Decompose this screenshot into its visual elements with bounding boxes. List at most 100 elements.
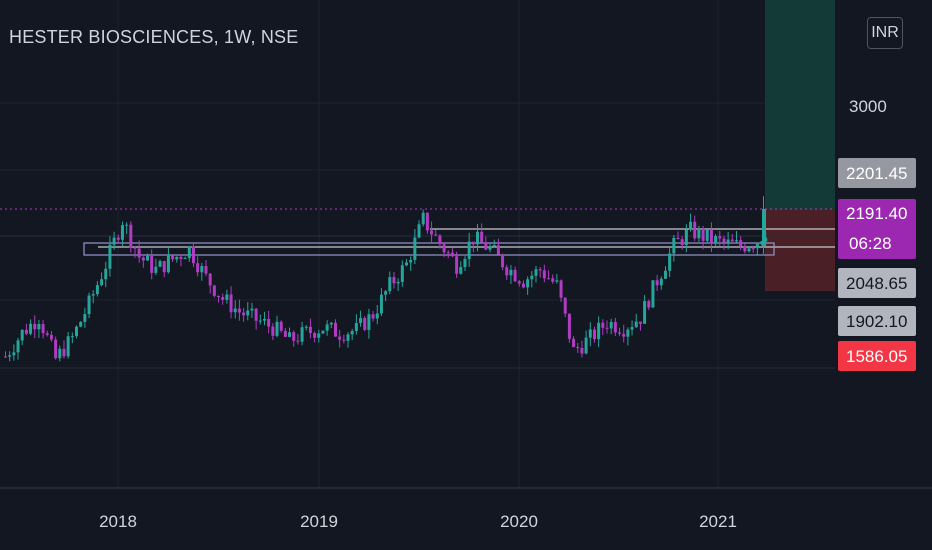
x-tick-label: 2021 (699, 512, 737, 531)
candle-body (225, 294, 229, 300)
level-price-label: 2048.65 (846, 274, 907, 293)
candle-body (471, 241, 475, 245)
candle-body (37, 324, 41, 330)
candle-body (576, 347, 580, 349)
target-price-label: 2201.45 (846, 164, 907, 183)
candle-body (83, 314, 87, 322)
candle-body (734, 240, 738, 242)
candle-body (100, 279, 104, 286)
candle-body (584, 337, 588, 354)
currency-button[interactable]: INR (867, 17, 903, 49)
candle-body (217, 295, 221, 298)
candle-body (146, 255, 150, 261)
candle-body (726, 239, 730, 243)
candle-body (338, 336, 342, 340)
candle-body (204, 266, 208, 274)
candle-body (104, 268, 108, 280)
candle-body (33, 323, 37, 330)
candle-body (676, 237, 680, 240)
candle-body (45, 333, 49, 335)
candle-body (200, 266, 204, 273)
candle-body (91, 294, 95, 296)
candle-body (254, 308, 258, 321)
candle-body (722, 238, 726, 243)
candle-body (41, 324, 45, 334)
candle-body (279, 321, 283, 331)
candle-body (643, 301, 647, 324)
candle-body (175, 256, 179, 260)
candle-body (87, 295, 91, 315)
candle-body (4, 356, 7, 358)
candle-body (8, 355, 12, 357)
candle-body (258, 320, 262, 322)
candle-body (62, 348, 66, 357)
candle-body (417, 224, 421, 238)
candle-body (384, 291, 388, 295)
candle-body (158, 261, 162, 267)
stop-loss-price-label: 1586.05 (846, 347, 907, 366)
grid-lines (0, 0, 835, 488)
candle-body (526, 279, 530, 288)
candle-body (321, 330, 325, 334)
candle-body (162, 261, 166, 273)
candle-body (755, 243, 759, 249)
candle-body (49, 334, 53, 340)
candle-body (112, 237, 116, 245)
candle-body (622, 333, 626, 337)
risk-zone[interactable] (765, 209, 835, 291)
candle-body (513, 269, 517, 282)
candle-body (463, 258, 467, 268)
candle-body (191, 246, 195, 264)
candle-body (559, 280, 563, 298)
candle-body (313, 333, 317, 338)
candle-body (467, 241, 471, 259)
candle-body (655, 280, 659, 286)
candle-body (359, 318, 363, 324)
candle-body (54, 339, 58, 359)
candle-body (308, 326, 312, 334)
candle-body (446, 252, 450, 254)
target-zone[interactable] (765, 0, 835, 209)
candle-body (271, 326, 275, 336)
candle-body (150, 255, 154, 273)
candle-body (12, 352, 16, 356)
candle-body (609, 321, 613, 329)
candle-body (70, 336, 74, 338)
candle-body (392, 277, 396, 284)
candle-body (567, 313, 571, 339)
candle-body (275, 321, 279, 336)
candle-body (212, 285, 216, 296)
candle-body (501, 254, 505, 268)
candle-body (20, 329, 24, 341)
candle-body (672, 237, 676, 254)
candle-body (496, 245, 500, 255)
level-price-label: 1902.10 (846, 312, 907, 331)
candle-body (613, 321, 617, 333)
last-price-label: 2191.40 (846, 204, 907, 223)
candle-body (517, 281, 521, 284)
candle-body (747, 248, 751, 252)
candle-body (709, 229, 713, 243)
candle-body (572, 338, 576, 348)
candle-body (547, 278, 551, 280)
candle-body (455, 256, 459, 274)
candle-body (329, 322, 333, 325)
candle-body (350, 330, 354, 335)
candle-body (430, 230, 434, 235)
candle-body (480, 231, 484, 243)
candle-body (95, 285, 99, 295)
candle-body (108, 244, 112, 269)
candle-body (651, 280, 655, 308)
candle-body (196, 263, 200, 273)
candle-body (317, 333, 321, 338)
candle-body (388, 277, 392, 292)
candle-body (346, 334, 350, 341)
candle-body (367, 314, 371, 330)
resistance-rectangle[interactable] (83, 242, 775, 256)
candle-body (714, 236, 718, 243)
candle-body (129, 224, 133, 248)
candle-body (551, 278, 555, 282)
candle-body (300, 327, 304, 342)
candle-body (296, 340, 300, 342)
